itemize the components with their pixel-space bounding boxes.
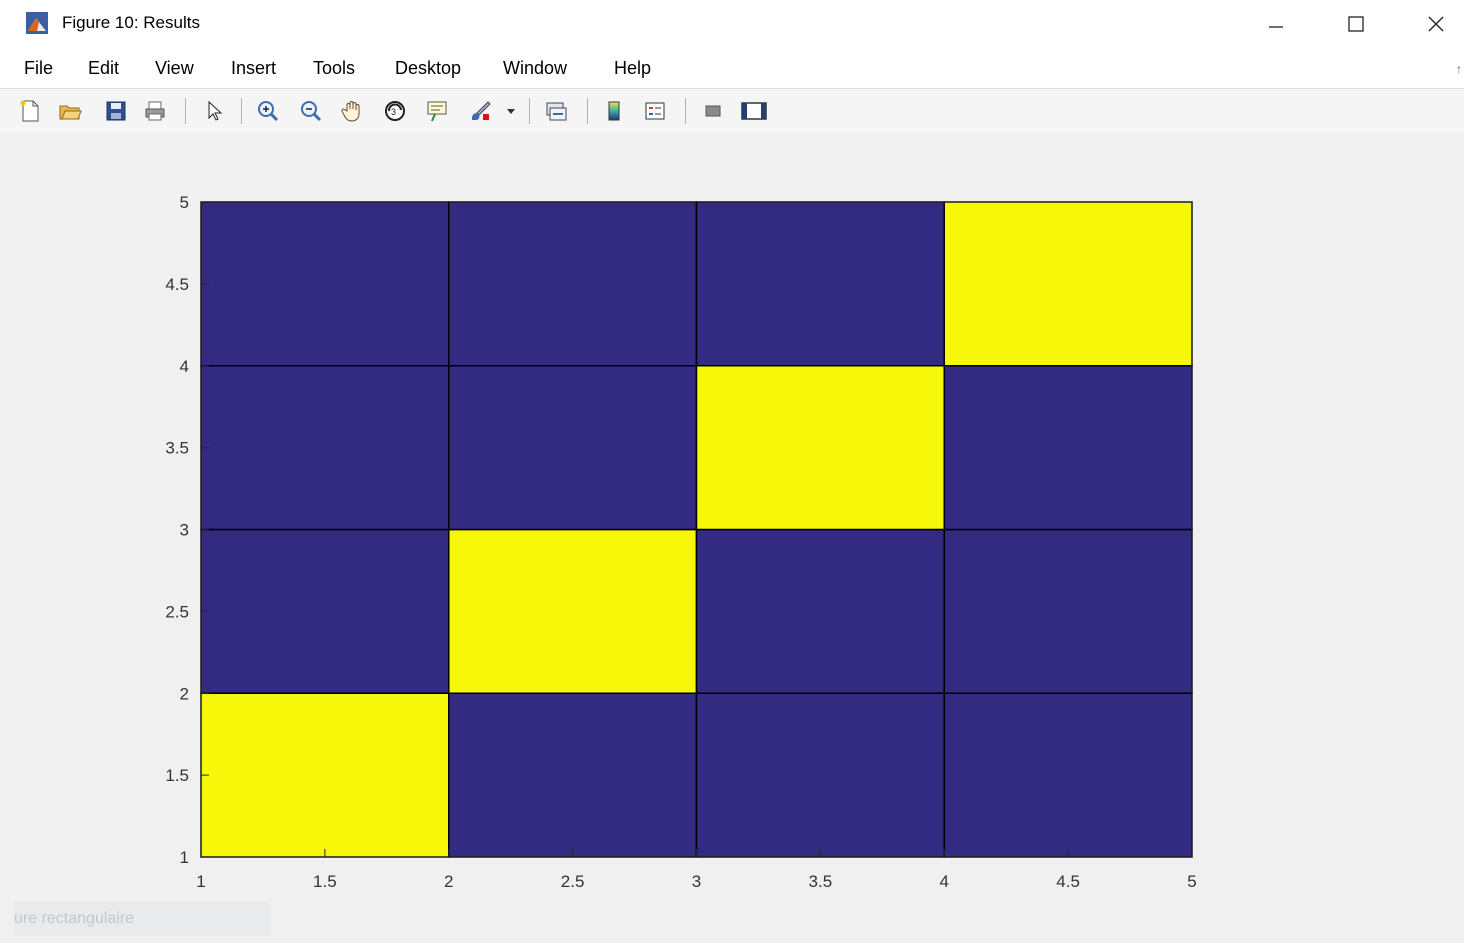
colorbar-icon	[608, 101, 620, 121]
brush-dropdown[interactable]	[504, 97, 518, 125]
heatmap-cell-r3-c0	[200, 201, 450, 367]
toolbar-separator	[529, 98, 530, 124]
save-button[interactable]	[102, 97, 130, 125]
pan-hand-icon	[341, 101, 360, 122]
matlab-figure-icon	[26, 12, 48, 34]
menu-tools[interactable]: Tools	[313, 58, 356, 78]
data-cursor-button[interactable]	[423, 97, 451, 125]
figure-toolbar: 3	[0, 88, 1464, 134]
open-file-button[interactable]	[56, 97, 84, 125]
y-tick-label: 2	[180, 684, 189, 703]
maximize-button[interactable]	[1326, 0, 1386, 48]
zoom-out-button[interactable]	[297, 97, 325, 125]
menu-file[interactable]: File	[24, 58, 54, 78]
title-bar: Figure 10: Results	[0, 0, 1464, 48]
menu-overflow-icon[interactable]: ↑	[1456, 62, 1462, 76]
zoom-in-icon	[258, 101, 279, 122]
select-button[interactable]	[200, 97, 228, 125]
menu-help[interactable]: Help	[614, 58, 652, 78]
menu-window[interactable]: Window	[503, 58, 568, 78]
save-icon	[106, 101, 126, 121]
y-tick-label: 4.5	[165, 275, 189, 294]
heatmap-cell-r1-c2	[695, 528, 945, 694]
toolbar-separator	[185, 98, 186, 124]
heatmap-cell-r2-c0	[200, 365, 450, 531]
show-plot-tools-icon	[741, 102, 767, 120]
menu-bar: File Edit View Insert Tools Desktop Wind…	[0, 48, 1464, 88]
figure-canvas: 1 1.5 2 2.5 3 3.5 4 4.5 5 1 1.5 2 2.5 3 3.5 4 4.5 5	[0, 133, 1464, 943]
heatmap-cell-r0-c3	[943, 692, 1193, 858]
toolbar-separator	[241, 98, 242, 124]
close-button[interactable]	[1406, 0, 1464, 48]
zoom-in-button[interactable]	[254, 97, 282, 125]
zoom-out-icon	[301, 101, 322, 122]
brush-button[interactable]	[466, 97, 494, 125]
x-tick-label: 4.5	[1056, 872, 1080, 891]
link-plot-icon	[546, 102, 567, 121]
maximize-icon	[1348, 16, 1364, 32]
heatmap-cell-r1-c0	[200, 528, 450, 694]
close-icon	[1428, 16, 1444, 32]
data-cursor-icon	[427, 101, 447, 122]
y-tick-label: 1.5	[165, 766, 189, 785]
new-figure-button[interactable]	[16, 97, 44, 125]
menu-desktop[interactable]: Desktop	[395, 58, 462, 78]
heatmap-cell-r3-c1	[448, 201, 698, 367]
x-tick-label: 2	[444, 872, 453, 891]
heatmap-cell-r0-c2	[695, 692, 945, 858]
y-tick-label: 3.5	[165, 439, 189, 458]
x-tick-label: 1.5	[313, 872, 337, 891]
heatmap-cell-r0-c0	[200, 692, 450, 858]
heatmap-cell-r1-c3	[943, 528, 1193, 694]
menu-view[interactable]: View	[155, 58, 194, 78]
open-file-icon	[59, 105, 82, 120]
y-tick-label: 4	[180, 357, 189, 376]
status-hint: ure rectangulaire	[14, 902, 270, 936]
heatmap-axes[interactable]: 1 1.5 2 2.5 3 3.5 4 4.5 5 1 1.5 2 2.5 3 3.5 4 4.5 5	[0, 133, 1464, 943]
minimize-button[interactable]	[1246, 0, 1306, 48]
legend-icon	[645, 102, 665, 120]
heatmap-cell-r1-c1	[448, 528, 698, 694]
print-button[interactable]	[141, 97, 169, 125]
select-arrow-icon	[208, 100, 223, 121]
x-tick-label: 2.5	[561, 872, 585, 891]
y-tick-label: 5	[180, 193, 189, 212]
y-tick-label: 1	[180, 848, 189, 867]
brush-icon	[472, 101, 491, 120]
hide-plot-tools-icon	[705, 105, 721, 117]
y-tick-label: 2.5	[165, 602, 189, 621]
legend-button[interactable]	[641, 97, 669, 125]
menu-insert[interactable]: Insert	[231, 58, 277, 78]
x-tick-label: 1	[196, 872, 205, 891]
colorbar-button[interactable]	[600, 97, 628, 125]
toolbar-separator	[685, 98, 686, 124]
heatmap-cell-r3-c2	[695, 201, 945, 367]
link-plot-button[interactable]	[542, 97, 570, 125]
heatmap-cell-r2-c3	[943, 365, 1193, 531]
hide-plot-tools-button[interactable]	[699, 97, 727, 125]
rotate-3d-button[interactable]: 3	[381, 97, 409, 125]
heatmap-cell-r2-c2	[695, 365, 945, 531]
heatmap-cell-r2-c1	[448, 365, 698, 531]
heatmap-cell-r0-c1	[448, 692, 698, 858]
x-tick-label: 3	[692, 872, 701, 891]
x-tick-label: 3.5	[809, 872, 833, 891]
pan-button[interactable]	[339, 97, 367, 125]
x-tick-label: 4	[940, 872, 949, 891]
x-tick-label: 5	[1187, 872, 1196, 891]
show-plot-tools-button[interactable]	[740, 97, 768, 125]
print-icon	[145, 101, 165, 121]
y-tick-label: 3	[180, 521, 189, 540]
toolbar-separator	[587, 98, 588, 124]
window-title: Figure 10: Results	[62, 13, 200, 32]
heatmap-cell-r3-c3	[943, 201, 1193, 367]
minimize-icon	[1269, 26, 1283, 28]
new-figure-icon	[20, 100, 39, 122]
rotate-3d-icon: 3	[385, 101, 405, 121]
svg-text:3: 3	[391, 107, 396, 117]
chevron-down-icon	[507, 109, 515, 114]
menu-edit[interactable]: Edit	[88, 58, 120, 78]
